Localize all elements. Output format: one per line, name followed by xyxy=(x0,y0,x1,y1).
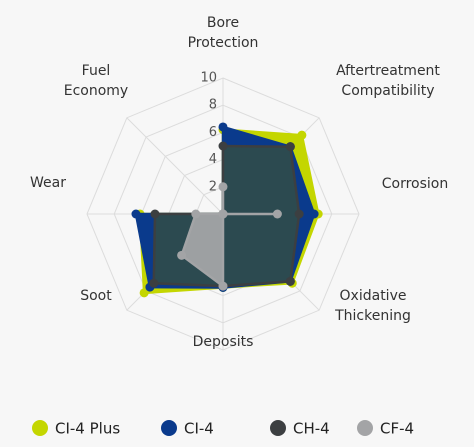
data-point xyxy=(285,142,295,152)
y-tick-label: 10 xyxy=(200,71,217,86)
data-point xyxy=(131,209,141,219)
data-point xyxy=(218,141,228,151)
data-point xyxy=(285,276,295,286)
data-point xyxy=(218,281,228,291)
axis-label: Oxidative xyxy=(340,288,407,304)
axis-label: Fuel xyxy=(82,63,111,79)
data-point xyxy=(294,209,304,219)
data-point xyxy=(309,209,319,219)
axis-label: Compatibility xyxy=(341,83,434,99)
legend-marker xyxy=(357,420,373,436)
axis-label: Economy xyxy=(64,83,128,99)
data-point xyxy=(149,278,159,288)
axis-line xyxy=(126,117,224,215)
legend-label: CH-4 xyxy=(293,420,330,438)
legend-label: CI-4 xyxy=(184,420,214,438)
axis-label: Corrosion xyxy=(382,176,449,192)
axis-label: Wear xyxy=(30,175,66,191)
data-point xyxy=(191,209,201,219)
y-tick-label: 4 xyxy=(209,152,217,167)
legend-marker xyxy=(161,420,177,436)
legend-marker xyxy=(32,420,48,436)
y-tick-label: 2 xyxy=(209,179,217,194)
legend-marker xyxy=(270,420,286,436)
axis-label: Protection xyxy=(188,35,259,51)
axis-label: Deposits xyxy=(193,334,254,350)
axis-label: Aftertreatment xyxy=(336,63,440,79)
axis-label: Soot xyxy=(80,288,112,304)
data-point xyxy=(297,130,307,140)
data-point xyxy=(272,209,282,219)
legend-label: CF-4 xyxy=(380,420,414,438)
data-point xyxy=(218,122,228,132)
axis-label: Thickening xyxy=(334,308,411,324)
data-point xyxy=(218,209,228,219)
axis-label: Bore xyxy=(207,15,239,31)
y-tick-label: 8 xyxy=(209,98,217,113)
data-point xyxy=(139,288,149,298)
data-point xyxy=(218,182,228,192)
y-tick-label: 6 xyxy=(209,125,217,140)
data-point xyxy=(150,209,160,219)
data-point xyxy=(177,250,187,260)
legend-label: CI-4 Plus xyxy=(55,420,120,438)
